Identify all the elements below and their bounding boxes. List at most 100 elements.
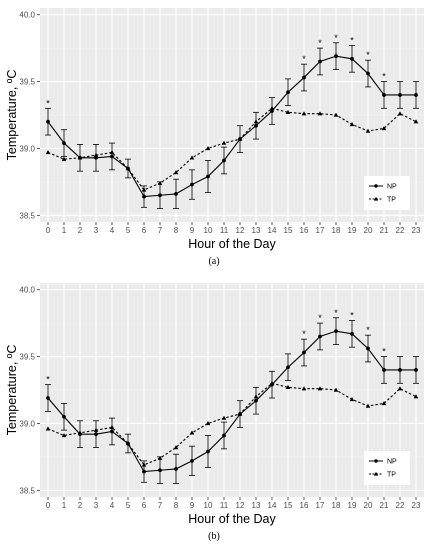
point-np — [334, 329, 338, 334]
x-tick-label: 3 — [94, 501, 99, 510]
legend-label: TP — [387, 472, 396, 479]
point-tp — [45, 426, 51, 431]
series-line-np — [47, 330, 416, 473]
x-tick-label: 19 — [348, 501, 357, 510]
point-tp — [221, 140, 227, 145]
caption-a: (a) — [208, 256, 220, 267]
point-np — [366, 71, 370, 76]
x-tick-label: 11 — [220, 501, 229, 510]
x-tick-label: 7 — [158, 501, 163, 510]
line-chart-a: 38.539.039.540.00 1 2 3 4 5 6 7 8 9 10 11 12 13 14 15 16… — [5, 8, 424, 251]
point-tp — [317, 111, 323, 116]
x-tick-label: 3 — [94, 226, 99, 235]
point-np — [174, 467, 178, 471]
point-np — [254, 123, 258, 128]
series-line-np — [47, 55, 416, 198]
point-tp — [301, 111, 307, 116]
series-tp — [45, 380, 419, 467]
point-np — [94, 155, 98, 160]
significance-star: * — [366, 50, 370, 60]
point-tp — [77, 155, 83, 160]
point-np — [222, 158, 226, 163]
x-tick-label: 6 — [142, 501, 147, 510]
x-tick-label: 22 — [396, 226, 405, 235]
point-np — [366, 346, 370, 351]
point-tp — [109, 425, 115, 430]
point-tp — [397, 386, 403, 391]
point-np — [174, 192, 178, 196]
x-tick-label: 0 — [46, 226, 51, 235]
legend-label: NP — [387, 184, 397, 191]
x-tick-label: 8 — [174, 226, 179, 235]
y-tick-label: 40.0 — [19, 11, 35, 20]
x-tick-label: 19 — [348, 226, 357, 235]
x-tick-label: 9 — [190, 226, 195, 235]
x-tick-label: 13 — [252, 501, 261, 510]
significance-star: * — [382, 347, 386, 357]
caption-b: (b) — [208, 531, 220, 542]
point-np — [62, 141, 66, 145]
point-np — [414, 93, 418, 97]
series-tp — [45, 105, 419, 192]
x-axis-title: Hour of the Day — [188, 237, 276, 251]
point-tp — [221, 415, 227, 420]
x-tick-label: 10 — [204, 501, 213, 510]
significance-star: * — [334, 33, 338, 43]
point-np — [158, 193, 162, 198]
point-tp — [61, 433, 67, 438]
point-np — [334, 54, 338, 59]
series-line-tp — [47, 382, 417, 466]
point-np — [94, 432, 98, 437]
point-tp — [333, 112, 339, 117]
point-tp — [413, 394, 419, 399]
legend-box — [364, 176, 410, 210]
point-np — [270, 109, 274, 113]
point-np — [46, 396, 50, 400]
point-tp — [365, 403, 371, 408]
point-np — [206, 449, 210, 454]
x-tick-label: 4 — [110, 501, 115, 510]
x-tick-label: 18 — [332, 226, 341, 235]
significance-star: * — [318, 313, 322, 323]
point-np — [414, 368, 418, 372]
point-tp — [157, 180, 163, 185]
x-tick-label: 11 — [220, 226, 229, 235]
x-tick-label: 15 — [284, 501, 293, 510]
point-tp — [125, 441, 131, 446]
legend-label: TP — [387, 197, 396, 204]
significance-star: * — [46, 375, 50, 385]
x-tick-label: 21 — [380, 226, 389, 235]
x-tick-label: 23 — [412, 501, 421, 510]
legend-box — [364, 451, 410, 485]
point-np — [190, 458, 194, 463]
significance-star: * — [302, 54, 306, 64]
legend-key-marker — [374, 184, 378, 188]
point-np — [398, 368, 402, 372]
point-tp — [285, 109, 291, 115]
y-tick-label: 38.5 — [19, 486, 35, 495]
point-np — [142, 194, 146, 199]
point-np — [286, 365, 290, 370]
x-tick-label: 20 — [364, 501, 373, 510]
point-tp — [173, 170, 179, 175]
point-np — [398, 93, 402, 97]
y-tick-label: 39.5 — [19, 78, 35, 87]
point-tp — [349, 121, 355, 127]
point-tp — [269, 380, 275, 386]
point-tp — [397, 111, 403, 116]
chart-panel-b: 38.5 39.0 39.5 40.0 0 1 2 3 4 5 6 7 8 9 10 11 12 13 14 15 16… — [0, 275, 428, 550]
point-tp — [189, 155, 195, 160]
x-tick-label: 1 — [62, 226, 67, 235]
point-np — [206, 174, 210, 179]
point-tp — [141, 462, 147, 467]
point-np — [286, 90, 290, 95]
chart-panel-a: 38.5 39.0 39.5 40.0 0 1 2 3 4 5 6 7 8 9 10 11 12 13 14 15 16… — [5, 8, 424, 267]
point-tp — [237, 136, 243, 141]
point-tp — [349, 396, 355, 402]
legend: NP TP — [364, 176, 410, 210]
point-tp — [333, 387, 339, 392]
x-tick-label: 17 — [316, 226, 325, 235]
significance-star: * — [302, 329, 306, 339]
x-tick-label: 12 — [236, 226, 245, 235]
legend-key-marker — [374, 459, 378, 463]
